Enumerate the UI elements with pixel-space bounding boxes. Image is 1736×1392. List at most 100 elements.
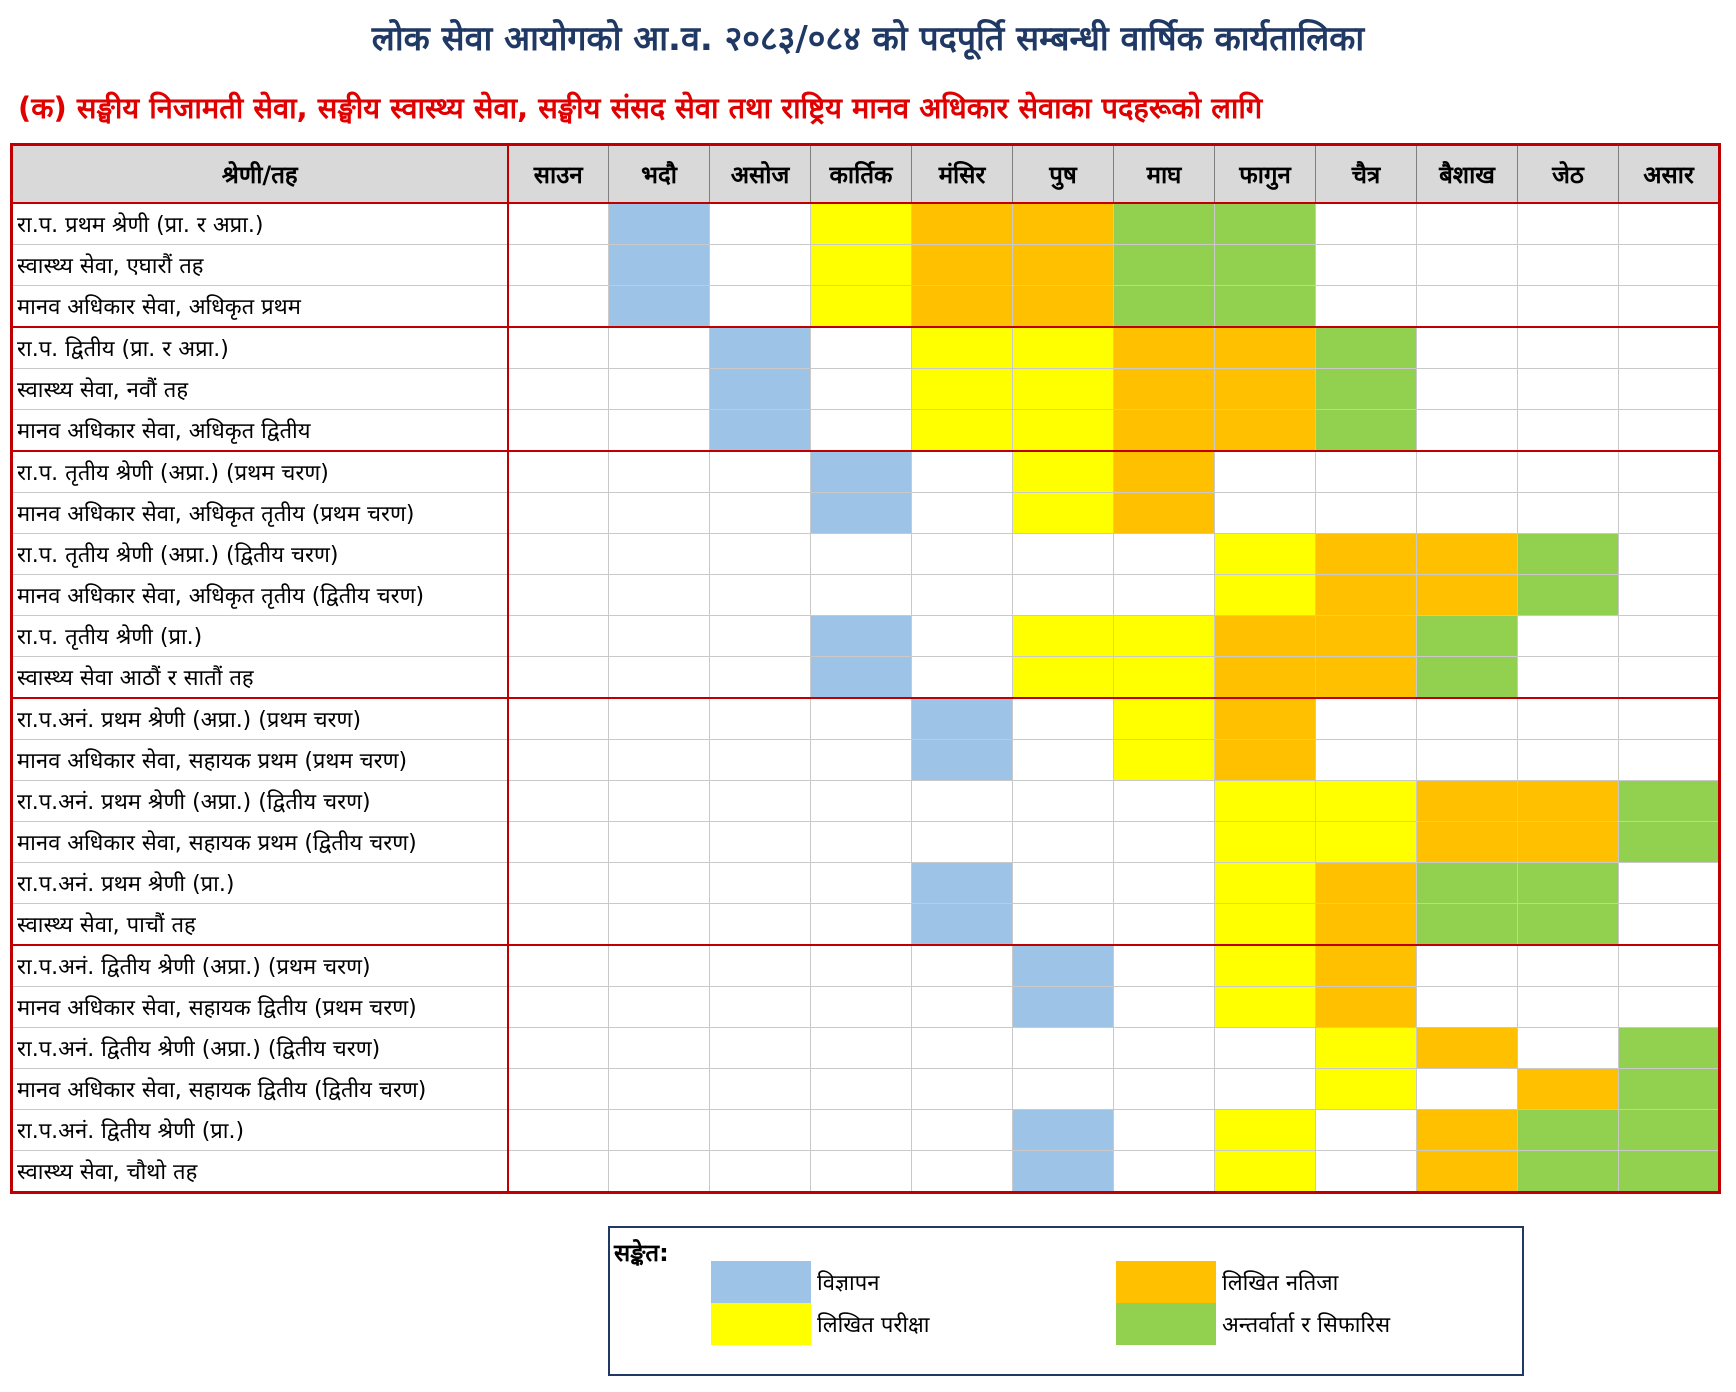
page-title: लोक सेवा आयोगको आ.व. २०८३/०८४ को पदपूर्त… bbox=[371, 19, 1365, 59]
schedule-cell-empty bbox=[1315, 450, 1417, 493]
schedule-cell-i bbox=[1517, 1150, 1619, 1193]
advertisement-swatch bbox=[711, 1261, 811, 1303]
schedule-cell-i bbox=[1517, 903, 1619, 946]
schedule-cell-empty bbox=[1012, 1027, 1114, 1069]
schedule-cell-a bbox=[1012, 1150, 1114, 1193]
schedule-cell-empty bbox=[709, 1150, 811, 1193]
schedule-cell-e bbox=[1214, 944, 1316, 987]
schedule-cell-empty bbox=[1618, 450, 1720, 493]
schedule-cell-i bbox=[1517, 533, 1619, 575]
category-cell: रा.प.अनं. प्रथम श्रेणी (अप्रा.) (द्वितीय… bbox=[11, 780, 509, 822]
schedule-cell-e bbox=[1012, 450, 1114, 493]
schedule-cell-empty bbox=[507, 1068, 609, 1110]
schedule-cell-empty bbox=[810, 780, 912, 822]
schedule-cell-empty bbox=[507, 656, 609, 699]
schedule-cell-empty bbox=[608, 574, 710, 616]
schedule-cell-a bbox=[810, 656, 912, 699]
schedule-cell-empty bbox=[608, 739, 710, 781]
schedule-cell-r bbox=[1416, 1027, 1518, 1069]
schedule-cell-empty bbox=[1416, 697, 1518, 740]
schedule-cell-empty bbox=[810, 409, 912, 452]
schedule-cell-empty bbox=[1416, 492, 1518, 534]
schedule-cell-empty bbox=[1618, 492, 1720, 534]
category-cell: मानव अधिकार सेवा, सहायक प्रथम (प्रथम चरण… bbox=[11, 739, 509, 781]
legend: सङ्केत: विज्ञापन लिखित परीक्षा लिखित नति… bbox=[608, 1226, 1524, 1376]
schedule-cell-r bbox=[1214, 326, 1316, 369]
schedule-cell-empty bbox=[1113, 780, 1215, 822]
schedule-cell-empty bbox=[608, 1027, 710, 1069]
schedule-cell-empty bbox=[507, 244, 609, 286]
schedule-cell-empty bbox=[1113, 1109, 1215, 1151]
schedule-cell-empty bbox=[1416, 450, 1518, 493]
schedule-cell-empty bbox=[709, 656, 811, 699]
schedule-cell-i bbox=[1315, 326, 1417, 369]
schedule-cell-empty bbox=[507, 862, 609, 904]
schedule-cell-r bbox=[1416, 780, 1518, 822]
schedule-cell-i bbox=[1214, 285, 1316, 328]
schedule-cell-empty bbox=[1618, 368, 1720, 410]
schedule-cell-r bbox=[1012, 203, 1114, 245]
schedule-cell-empty bbox=[1012, 739, 1114, 781]
month-header: मंसिर bbox=[911, 144, 1013, 204]
schedule-cell-empty bbox=[608, 656, 710, 699]
schedule-cell-empty bbox=[507, 409, 609, 452]
schedule-cell-empty bbox=[507, 697, 609, 740]
schedule-cell-a bbox=[1012, 986, 1114, 1028]
schedule-cell-empty bbox=[507, 986, 609, 1028]
schedule-cell-empty bbox=[1517, 656, 1619, 699]
schedule-cell-empty bbox=[608, 780, 710, 822]
month-header: कार्तिक bbox=[810, 144, 912, 204]
schedule-cell-empty bbox=[709, 697, 811, 740]
schedule-cell-empty bbox=[608, 986, 710, 1028]
schedule-cell-empty bbox=[507, 203, 609, 245]
schedule-cell-empty bbox=[608, 1109, 710, 1151]
schedule-cell-empty bbox=[709, 821, 811, 863]
schedule-cell-empty bbox=[709, 1027, 811, 1069]
schedule-cell-e bbox=[1012, 409, 1114, 452]
schedule-cell-empty bbox=[1517, 285, 1619, 328]
schedule-cell-empty bbox=[1517, 615, 1619, 657]
schedule-cell-e bbox=[1315, 780, 1417, 822]
schedule-cell-r bbox=[1214, 615, 1316, 657]
schedule-cell-r bbox=[1113, 409, 1215, 452]
schedule-cell-empty bbox=[1517, 203, 1619, 245]
schedule-cell-empty bbox=[709, 986, 811, 1028]
schedule-cell-i bbox=[1416, 615, 1518, 657]
schedule-cell-i bbox=[1618, 1068, 1720, 1110]
schedule-cell-r bbox=[1315, 574, 1417, 616]
category-cell: स्वास्थ्य सेवा आठौं र सातौं तह bbox=[11, 656, 509, 699]
schedule-cell-empty bbox=[608, 409, 710, 452]
schedule-cell-empty bbox=[608, 1150, 710, 1193]
schedule-cell-a bbox=[608, 203, 710, 245]
category-cell: मानव अधिकार सेवा, अधिकृत द्वितीय bbox=[11, 409, 509, 452]
schedule-cell-empty bbox=[810, 944, 912, 987]
table-row: स्वास्थ्य सेवा, पाचौं तह bbox=[11, 903, 1720, 946]
schedule-cell-e bbox=[1214, 574, 1316, 616]
schedule-cell-empty bbox=[709, 615, 811, 657]
schedule-cell-empty bbox=[1416, 244, 1518, 286]
table-row: रा.प.अनं. प्रथम श्रेणी (अप्रा.) (द्वितीय… bbox=[11, 780, 1720, 822]
schedule-cell-empty bbox=[810, 903, 912, 946]
schedule-cell-e bbox=[1315, 821, 1417, 863]
schedule-cell-empty bbox=[810, 533, 912, 575]
month-header: असोज bbox=[709, 144, 811, 204]
schedule-cell-empty bbox=[1214, 1068, 1316, 1110]
schedule-cell-r bbox=[1315, 533, 1417, 575]
schedule-cell-empty bbox=[1618, 697, 1720, 740]
month-header: भदौ bbox=[608, 144, 710, 204]
schedule-cell-empty bbox=[608, 492, 710, 534]
schedule-cell-empty bbox=[810, 821, 912, 863]
schedule-cell-e bbox=[1113, 656, 1215, 699]
schedule-cell-empty bbox=[507, 1150, 609, 1193]
schedule-cell-empty bbox=[507, 285, 609, 328]
schedule-cell-empty bbox=[507, 492, 609, 534]
schedule-cell-empty bbox=[608, 821, 710, 863]
schedule-cell-empty bbox=[507, 533, 609, 575]
schedule-cell-empty bbox=[911, 615, 1013, 657]
schedule-cell-empty bbox=[1618, 656, 1720, 699]
schedule-cell-e bbox=[810, 285, 912, 328]
schedule-cell-empty bbox=[507, 821, 609, 863]
table-row: रा.प.अनं. प्रथम श्रेणी (प्रा.) bbox=[11, 862, 1720, 904]
table-row: स्वास्थ्य सेवा, चौथो तह bbox=[11, 1150, 1720, 1193]
schedule-cell-i bbox=[1315, 368, 1417, 410]
